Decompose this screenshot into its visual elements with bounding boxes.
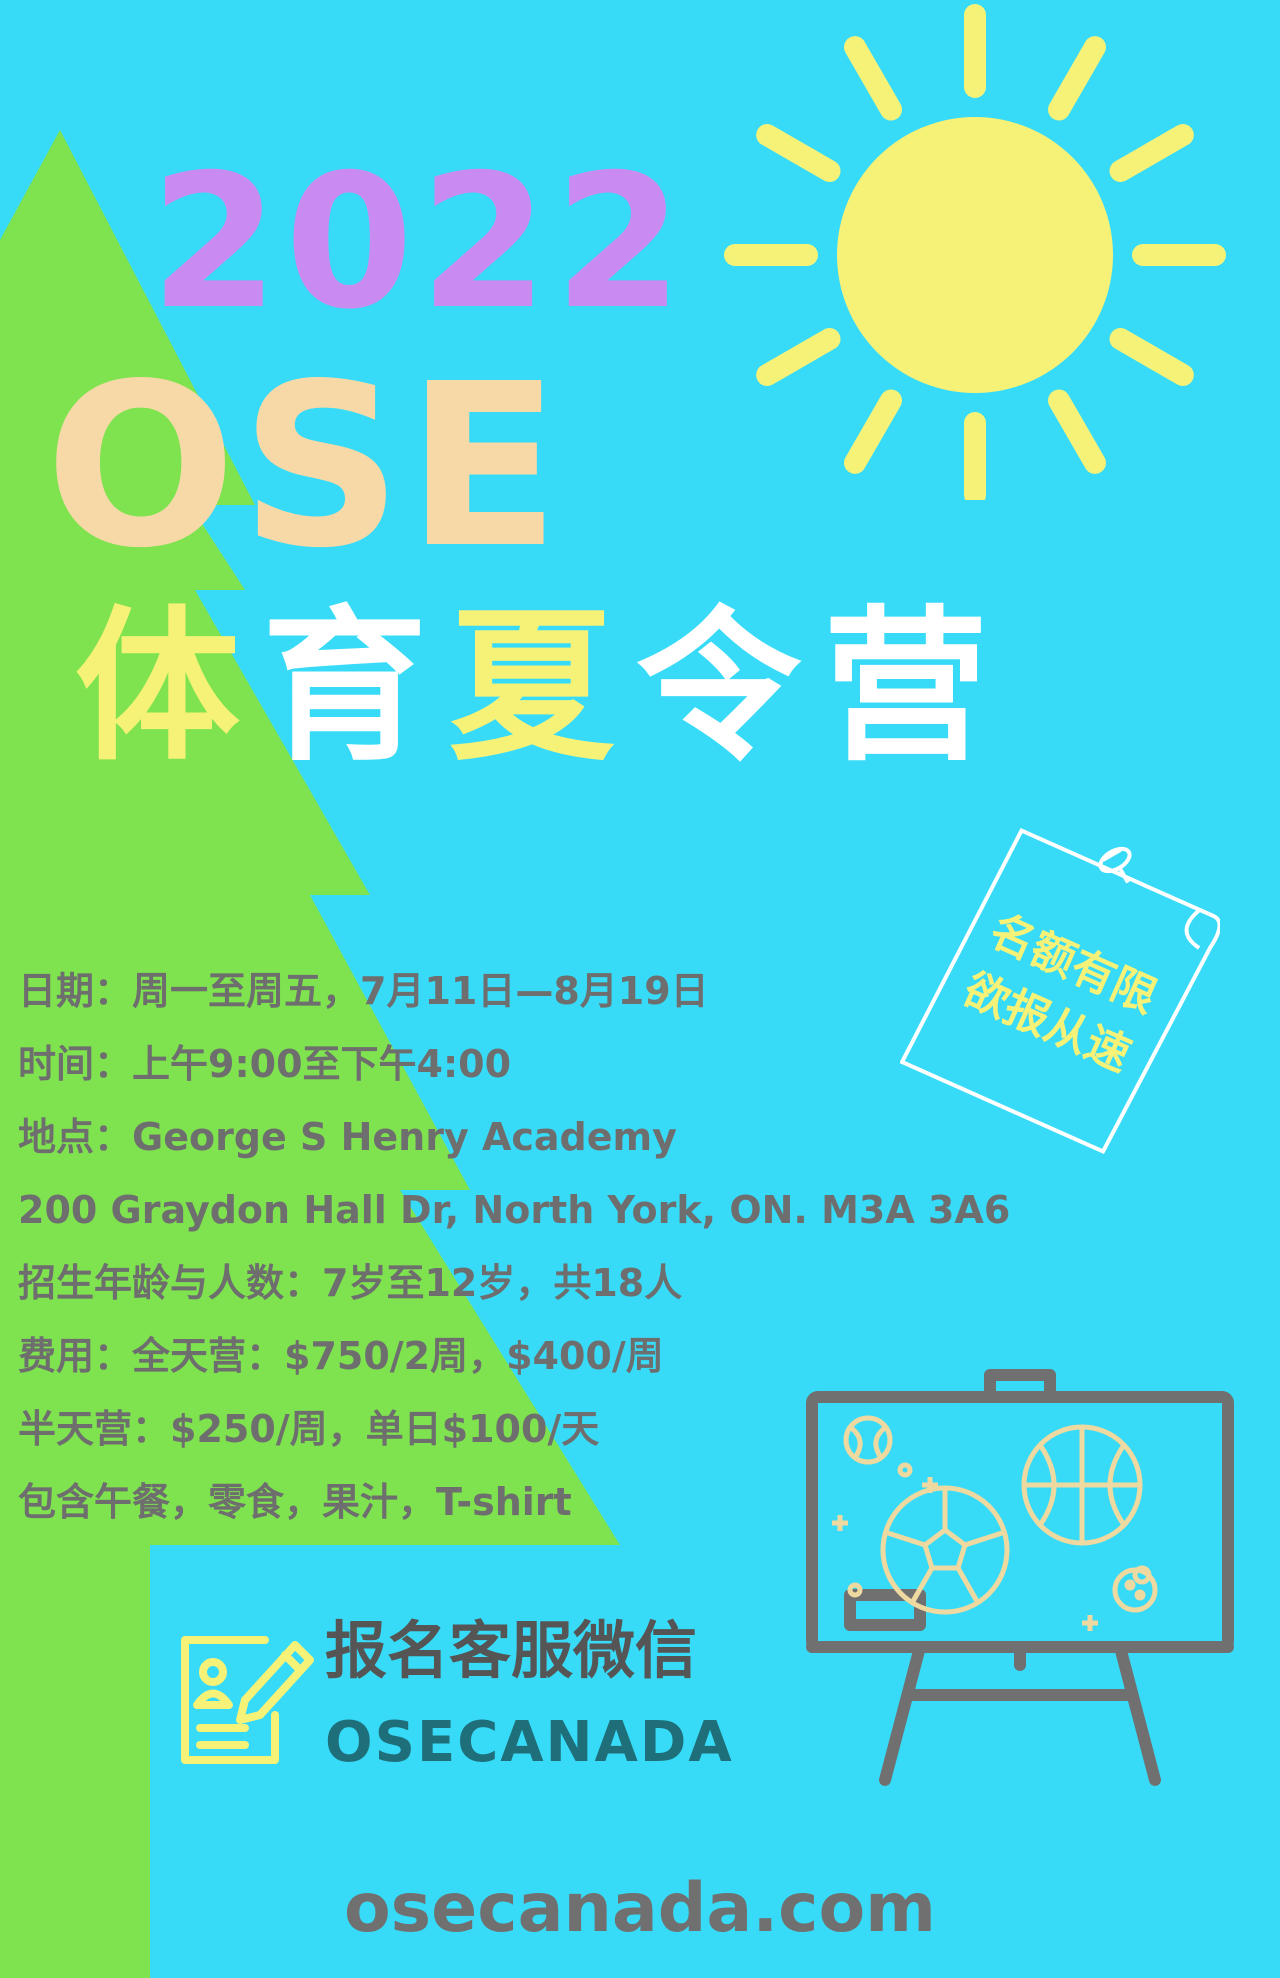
- info-location: 地点：George S Henry Academy: [18, 1115, 677, 1159]
- camp-char-4: 令: [636, 591, 823, 783]
- wechat-label: 报名客服微信: [325, 1614, 698, 1687]
- title-brand: OSE: [45, 336, 565, 598]
- sun-ray: [1109, 124, 1194, 182]
- sun-ray: [1109, 328, 1194, 386]
- camp-char-5: 营: [823, 591, 1010, 783]
- sun-ray: [756, 328, 841, 386]
- camp-char-1: 体: [75, 591, 262, 783]
- info-fee-full: 费用：全天营：$750/2周，$400/周: [18, 1334, 664, 1378]
- sun-ray: [844, 36, 902, 121]
- sun-icon: [724, 4, 1226, 500]
- info-block: 日期：周一至周五，7月11日—8月19日 时间：上午9:00至下午4:00 地点…: [18, 955, 1010, 1539]
- sticky-note-icon: [900, 827, 1220, 1155]
- info-includes: 包含午餐，零食，果汁，T-shirt: [18, 1480, 572, 1524]
- sticky-note: 名额有限 欲报从速: [900, 820, 1220, 1160]
- whiteboard-easel-icon: [806, 1369, 1234, 1786]
- info-age: 招生年龄与人数：7岁至12岁，共18人: [18, 1261, 683, 1305]
- pushpin-icon: [1098, 846, 1132, 884]
- sun-ray: [756, 124, 841, 182]
- info-date: 日期：周一至周五，7月11日—8月19日: [18, 969, 709, 1013]
- camp-char-2: 育: [262, 591, 449, 783]
- title-camp: 体育夏令营: [75, 605, 1010, 770]
- sun-ray: [1048, 389, 1106, 474]
- sun-ray: [1048, 36, 1106, 121]
- signup-form-icon: [181, 1636, 314, 1764]
- info-address: 200 Graydon Hall Dr, North York, ON. M3A…: [18, 1188, 1011, 1232]
- info-fee-half: 半天营：$250/周，单日$100/天: [18, 1407, 600, 1451]
- wechat-id: OSECANADA: [325, 1710, 734, 1775]
- website-link[interactable]: osecanada.com: [343, 1869, 937, 1948]
- sun-ray: [844, 389, 902, 474]
- camp-char-3: 夏: [449, 591, 636, 783]
- title-year: 2022: [150, 134, 689, 350]
- sports-balls-icon: [832, 1415, 1158, 1631]
- info-time: 时间：上午9:00至下午4:00: [18, 1042, 512, 1086]
